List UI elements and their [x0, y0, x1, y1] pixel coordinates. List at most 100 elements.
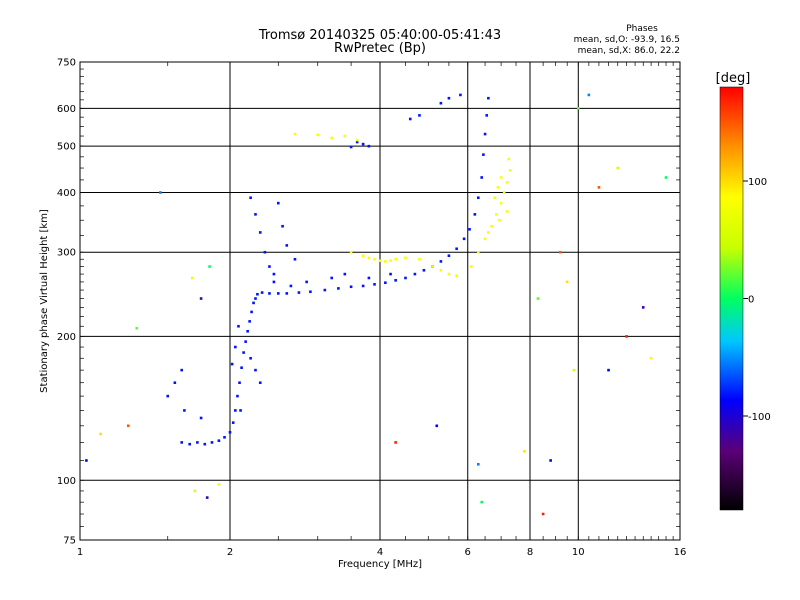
data-point — [305, 280, 308, 284]
data-point — [246, 329, 249, 333]
data-point — [199, 416, 203, 420]
data-point — [297, 291, 301, 294]
chart-subtitle: RwPretec (Bp) — [334, 41, 426, 56]
data-point — [210, 441, 214, 444]
colorbar-label: [deg] — [716, 71, 751, 86]
data-point — [455, 274, 458, 277]
data-point — [384, 260, 387, 263]
data-point — [505, 181, 509, 184]
data-point — [159, 191, 162, 194]
data-point — [404, 256, 407, 260]
data-point — [258, 381, 262, 385]
data-point — [330, 136, 334, 140]
data-point — [572, 368, 576, 372]
data-point — [541, 512, 545, 516]
data-point — [490, 224, 493, 228]
data-point — [487, 96, 490, 100]
data-point — [196, 441, 199, 444]
colorbar-tick-label: 100 — [748, 177, 767, 188]
data-point — [343, 272, 347, 276]
data-point — [367, 144, 371, 148]
data-point — [349, 145, 353, 149]
data-point — [293, 132, 297, 136]
data-point — [217, 483, 221, 486]
data-point — [355, 140, 359, 144]
data-point — [309, 290, 312, 294]
data-point — [389, 259, 392, 262]
data-point — [188, 442, 191, 446]
data-point — [237, 324, 240, 328]
data-point — [234, 409, 237, 412]
y-axis-label: Stationary phase Virtual Height [km] — [39, 209, 50, 393]
data-point — [384, 281, 387, 285]
data-point — [408, 117, 412, 121]
y-tick-label: 100 — [57, 476, 76, 487]
x-tick-label: 4 — [377, 547, 383, 558]
data-point — [285, 292, 289, 295]
data-point — [268, 292, 271, 295]
data-point — [254, 213, 257, 216]
data-point — [418, 114, 421, 117]
stats-line-o: mean, sd,O: -93.9, 16.5 — [574, 35, 680, 45]
data-point — [337, 287, 340, 290]
data-point — [435, 424, 439, 428]
data-point — [208, 265, 211, 268]
data-point — [508, 169, 512, 172]
data-point — [523, 449, 526, 453]
data-point — [607, 368, 610, 372]
data-point — [276, 201, 280, 205]
chart-title: Tromsø 20140325 05:40:00-05:41:43 — [258, 28, 501, 43]
data-point — [477, 463, 480, 466]
data-point — [223, 436, 226, 439]
stats-heading: Phases — [626, 24, 658, 34]
data-point — [260, 291, 264, 294]
data-point — [361, 284, 365, 288]
data-point — [217, 439, 221, 443]
data-point — [268, 265, 271, 268]
y-tick-label: 750 — [57, 58, 76, 69]
data-point — [549, 459, 552, 462]
data-point — [404, 276, 407, 280]
stats-line-x: mean, sd,X: 86.0, 22.2 — [578, 46, 680, 56]
data-point — [470, 265, 473, 268]
data-point — [477, 196, 480, 200]
data-point — [250, 310, 253, 314]
colorbar-ticks: 100 0 -100 — [743, 177, 771, 423]
data-point — [536, 297, 540, 300]
data-point — [263, 250, 267, 254]
data-point — [242, 351, 245, 354]
y-tick-label: 500 — [57, 142, 76, 153]
x-tick-label: 1 — [77, 547, 83, 558]
y-tick-label: 75 — [63, 536, 76, 547]
data-point — [473, 213, 477, 216]
data-point — [272, 272, 276, 276]
data-point — [439, 260, 443, 263]
data-point — [173, 381, 177, 385]
data-point — [625, 335, 628, 338]
x-axis-label: Frequency [MHz] — [338, 559, 422, 570]
data-point — [483, 132, 487, 136]
data-point — [236, 394, 239, 398]
x-tick-label: 16 — [674, 547, 687, 558]
data-point — [664, 176, 668, 179]
data-point — [459, 93, 462, 97]
data-point — [480, 500, 484, 504]
colorbar-tick-label: 0 — [748, 295, 754, 306]
data-point — [234, 345, 237, 349]
axis-ticks: 1 2 4 6 8 10 16 75 100 200 300 400 500 600 750 — [57, 58, 686, 559]
data-point — [499, 176, 503, 179]
data-point — [498, 218, 501, 222]
data-point — [431, 265, 434, 268]
data-point — [361, 142, 365, 146]
data-point — [447, 254, 451, 258]
x-tick-label: 8 — [527, 547, 533, 558]
data-point — [505, 210, 509, 213]
data-point — [330, 276, 334, 280]
data-point — [183, 409, 186, 412]
data-point — [394, 279, 397, 282]
data-point — [126, 424, 130, 428]
data-point — [190, 276, 194, 280]
data-point — [228, 431, 232, 434]
data-point — [248, 320, 251, 323]
data-point — [616, 166, 620, 170]
